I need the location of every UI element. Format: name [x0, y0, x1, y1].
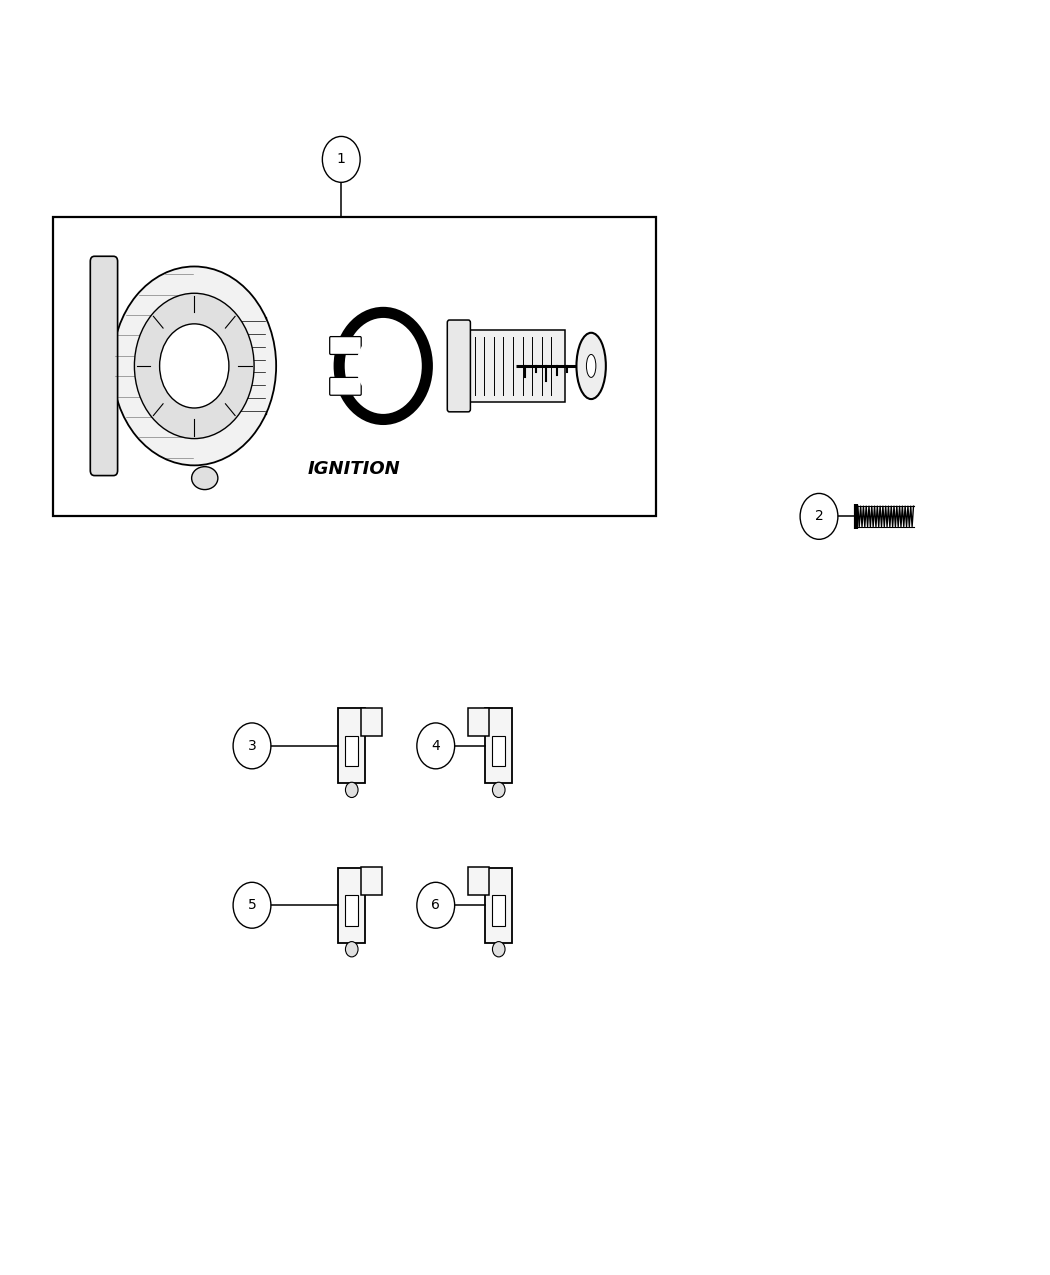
FancyBboxPatch shape [90, 256, 118, 476]
Ellipse shape [576, 333, 606, 399]
Ellipse shape [191, 467, 218, 490]
Ellipse shape [586, 354, 596, 377]
Text: 3: 3 [248, 740, 256, 752]
Circle shape [357, 334, 410, 398]
Circle shape [492, 783, 505, 798]
Circle shape [417, 723, 455, 769]
FancyBboxPatch shape [338, 709, 365, 783]
Circle shape [233, 723, 271, 769]
Circle shape [160, 324, 229, 408]
Circle shape [492, 942, 505, 956]
FancyBboxPatch shape [485, 709, 512, 783]
FancyBboxPatch shape [464, 330, 565, 402]
Circle shape [233, 882, 271, 928]
Text: 2: 2 [815, 510, 823, 523]
Circle shape [345, 942, 358, 956]
Text: 1: 1 [337, 153, 345, 166]
FancyBboxPatch shape [447, 320, 470, 412]
Text: 4: 4 [432, 740, 440, 752]
FancyBboxPatch shape [330, 377, 361, 395]
Circle shape [112, 266, 276, 465]
Circle shape [800, 493, 838, 539]
FancyBboxPatch shape [345, 736, 358, 766]
Circle shape [417, 882, 455, 928]
FancyBboxPatch shape [468, 708, 489, 736]
FancyBboxPatch shape [330, 337, 361, 354]
FancyBboxPatch shape [345, 895, 358, 926]
Circle shape [339, 312, 427, 419]
FancyBboxPatch shape [361, 708, 382, 736]
FancyBboxPatch shape [468, 867, 489, 895]
Circle shape [134, 293, 254, 439]
Text: IGNITION: IGNITION [308, 460, 401, 478]
FancyBboxPatch shape [492, 736, 505, 766]
FancyBboxPatch shape [492, 895, 505, 926]
Circle shape [345, 783, 358, 798]
FancyBboxPatch shape [194, 317, 266, 414]
FancyBboxPatch shape [338, 868, 365, 944]
FancyBboxPatch shape [361, 867, 382, 895]
Circle shape [322, 136, 360, 182]
FancyBboxPatch shape [485, 868, 512, 944]
Text: 6: 6 [432, 899, 440, 912]
Text: 5: 5 [248, 899, 256, 912]
